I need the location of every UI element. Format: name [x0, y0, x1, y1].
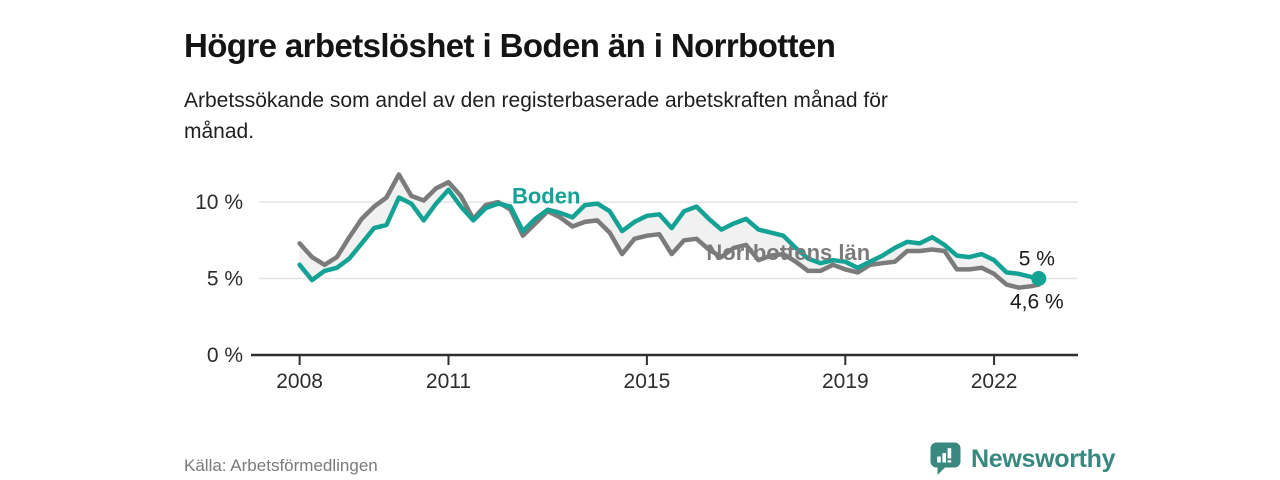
- boden-line: [297, 187, 1042, 283]
- norrbotten-end-value: 4,6 %: [1010, 291, 1064, 314]
- boden-end-dot: [1031, 271, 1047, 286]
- y-tick-label: 0 %: [207, 344, 243, 367]
- chart-subtitle: Arbetssökande som andel av den registerb…: [184, 85, 888, 147]
- x-tick-label: 2015: [624, 370, 671, 393]
- x-tick-label: 2019: [822, 370, 869, 393]
- logo-wordmark: Newsworthy: [971, 444, 1116, 473]
- x-tick-label: 2008: [276, 370, 323, 393]
- series-label-norrbotten: Norrbottens län: [706, 240, 870, 265]
- page-title: Högre arbetslöshet i Boden än i Norrbott…: [184, 27, 836, 65]
- x-tick-label: 2022: [971, 370, 1018, 393]
- subtitle-line-2: månad.: [184, 120, 255, 143]
- bar-chart-speech-bubble-icon: [930, 442, 961, 475]
- series-label-boden: Boden: [512, 184, 580, 209]
- source-note: Källa: Arbetsförmedlingen: [184, 456, 378, 475]
- boden-end-value: 5 %: [1019, 248, 1055, 271]
- norrbotten-line: [297, 172, 1042, 290]
- x-tick-label: 2011: [426, 370, 471, 393]
- y-tick-label: 5 %: [207, 268, 243, 291]
- newsworthy-logo: Newsworthy: [930, 442, 1116, 476]
- subtitle-line-1: Arbetssökande som andel av den registerb…: [184, 89, 888, 112]
- y-tick-label: 10 %: [195, 191, 243, 214]
- series-gap-band: [299, 174, 1039, 288]
